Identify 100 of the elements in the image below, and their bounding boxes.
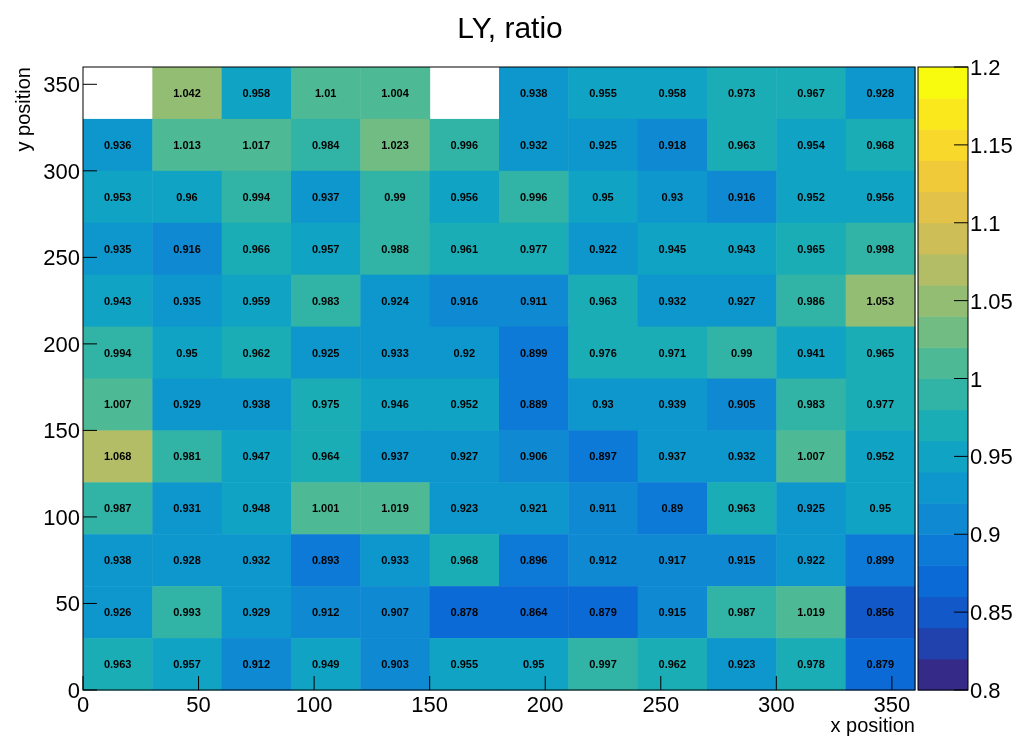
data-label: 0.988 [381, 242, 409, 255]
data-label: 0.928 [173, 554, 201, 567]
data-label: 1.023 [381, 138, 409, 151]
y-axis-title: y position [12, 67, 34, 152]
data-label: 0.956 [450, 190, 479, 203]
data-label: 0.977 [866, 398, 895, 411]
data-label: 0.932 [658, 294, 687, 307]
data-label: 0.983 [797, 398, 825, 411]
data-label: 0.956 [866, 190, 895, 203]
x-tick-label: 150 [411, 692, 449, 717]
data-label: 0.925 [589, 138, 617, 151]
data-label: 0.915 [658, 606, 687, 619]
data-label: 0.955 [589, 86, 617, 99]
data-label: 0.93 [592, 398, 614, 411]
data-label: 0.952 [450, 398, 479, 411]
x-tick-label: 300 [757, 692, 795, 717]
data-label: 0.907 [381, 606, 409, 619]
data-label: 0.983 [311, 294, 340, 307]
data-label: 0.903 [381, 658, 409, 671]
data-label: 0.959 [242, 294, 271, 307]
data-label: 0.889 [519, 398, 548, 411]
data-label: 0.912 [311, 606, 340, 619]
data-label: 0.897 [589, 450, 617, 463]
data-label: 0.952 [797, 190, 825, 203]
data-label: 0.987 [727, 606, 756, 619]
data-label: 0.911 [520, 294, 548, 307]
data-label: 0.878 [450, 606, 479, 619]
data-label: 0.994 [242, 190, 271, 203]
x-tick-label: 350 [873, 692, 911, 717]
data-label: 1.019 [381, 502, 409, 515]
data-label: 0.943 [727, 242, 756, 255]
data-label: 0.975 [311, 398, 340, 411]
data-label: 0.99 [730, 346, 753, 359]
x-tick-label: 200 [526, 692, 564, 717]
data-label: 0.929 [173, 398, 201, 411]
data-label: 0.996 [519, 190, 548, 203]
data-label: 0.941 [797, 346, 825, 359]
x-tick-label: 250 [642, 692, 680, 717]
data-label: 1.004 [381, 86, 410, 99]
color-bar-label: 0.85 [970, 600, 1013, 626]
data-label: 0.998 [866, 242, 895, 255]
data-label: 0.917 [658, 554, 687, 567]
data-label: 0.963 [727, 138, 756, 151]
x-tick-label: 100 [295, 692, 333, 717]
y-tick-label: 200 [43, 331, 80, 357]
data-label: 0.893 [311, 554, 340, 567]
data-label: 0.957 [173, 658, 201, 671]
x-tick-label: 50 [186, 692, 211, 717]
y-tick-label: 150 [43, 418, 80, 444]
data-label: 0.95 [176, 346, 198, 359]
color-bar-label: 0.95 [970, 444, 1013, 470]
color-bar-label: 1.05 [970, 288, 1013, 314]
data-label: 0.896 [519, 554, 548, 567]
data-label: 1.068 [103, 450, 132, 463]
data-label: 0.95 [522, 658, 545, 671]
data-label: 0.958 [658, 86, 687, 99]
data-label: 0.952 [866, 450, 895, 463]
data-label: 0.965 [797, 242, 825, 255]
data-label: 1.013 [173, 138, 201, 151]
data-label: 0.938 [519, 86, 548, 99]
data-label: 0.905 [727, 398, 756, 411]
data-label: 0.923 [450, 502, 479, 515]
data-label: 0.947 [242, 450, 271, 463]
data-label: 1.001 [311, 502, 340, 515]
data-label: 0.962 [658, 658, 687, 671]
data-label: 0.916 [450, 294, 479, 307]
data-label: 0.954 [797, 138, 826, 151]
data-label: 0.953 [103, 190, 132, 203]
y-tick-label: 100 [43, 504, 80, 530]
data-label: 0.922 [589, 242, 617, 255]
color-bar-label: 0.9 [970, 522, 1001, 548]
data-label: 0.977 [519, 242, 548, 255]
data-label: 0.856 [866, 606, 895, 619]
data-label: 1.019 [797, 606, 825, 619]
data-label: 0.986 [797, 294, 825, 307]
data-label: 1.007 [103, 398, 132, 411]
data-label: 0.906 [519, 450, 548, 463]
data-label: 0.946 [381, 398, 409, 411]
data-label: 0.932 [519, 138, 548, 151]
data-label: 0.899 [519, 346, 548, 359]
data-label: 0.921 [519, 502, 548, 515]
data-label: 0.879 [589, 606, 617, 619]
data-label: 0.963 [727, 502, 756, 515]
data-label: 0.966 [242, 242, 271, 255]
data-label: 0.925 [797, 502, 825, 515]
data-label: 1.053 [866, 294, 895, 307]
data-label: 0.963 [589, 294, 617, 307]
data-label: 0.964 [311, 450, 341, 463]
color-bar-label: 1 [970, 366, 983, 392]
data-label: 0.99 [384, 190, 406, 203]
data-label: 0.984 [311, 138, 341, 151]
data-label: 0.879 [866, 658, 895, 671]
data-label: 0.967 [797, 86, 825, 99]
data-label: 0.928 [866, 86, 895, 99]
y-tick-label: 50 [55, 591, 80, 617]
data-label: 0.937 [381, 450, 409, 463]
data-label: 0.958 [242, 86, 271, 99]
data-label: 0.948 [242, 502, 271, 515]
data-label: 0.968 [450, 554, 479, 567]
data-label: 0.937 [658, 450, 687, 463]
